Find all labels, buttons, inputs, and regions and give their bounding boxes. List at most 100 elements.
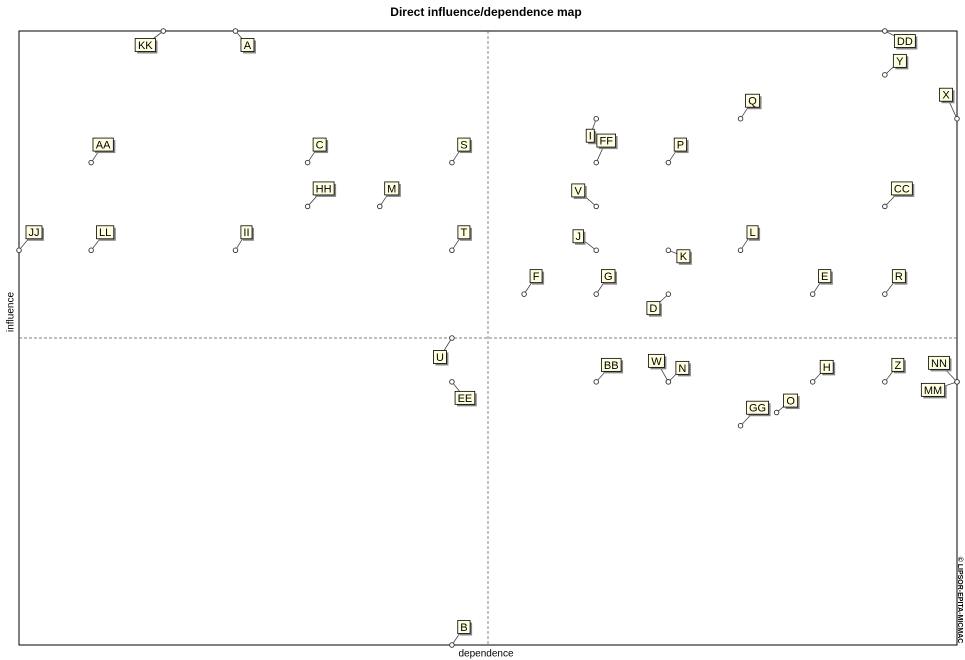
point-label: AA (96, 139, 111, 151)
point (160, 28, 167, 34)
label-box (819, 359, 834, 374)
point-label: J (575, 231, 581, 243)
x-axis-label: dependence (458, 649, 513, 660)
label-box (745, 93, 760, 108)
label-box (601, 269, 616, 284)
point-label: HH (316, 183, 332, 195)
point (88, 247, 94, 254)
point (882, 291, 888, 297)
point (232, 247, 239, 254)
label-box (585, 128, 595, 143)
label-box (25, 225, 43, 240)
point-label: D (649, 303, 657, 315)
label-box (746, 400, 770, 415)
label-box (675, 360, 690, 375)
label-box (647, 353, 665, 368)
label-box (596, 133, 616, 148)
label-box (92, 137, 114, 152)
label-box (312, 137, 327, 152)
point-label: W (651, 356, 662, 368)
point (593, 379, 599, 385)
point-label: F (533, 271, 540, 283)
point (449, 247, 455, 254)
point (593, 247, 599, 254)
point-label: CC (894, 183, 910, 195)
point-label: EE (458, 393, 473, 405)
label-box (457, 137, 471, 152)
label-box (676, 249, 691, 264)
point (665, 291, 672, 297)
point-label: NN (931, 358, 947, 370)
label-box (746, 225, 759, 240)
point-label: X (942, 90, 950, 102)
label-box (571, 183, 586, 198)
label-box (646, 301, 661, 316)
point-label: Z (894, 360, 901, 372)
point (521, 291, 527, 297)
point-label: B (460, 622, 467, 634)
point-label: A (244, 40, 252, 52)
point-label: V (575, 185, 583, 197)
label-box (893, 34, 916, 48)
point-label: U (436, 352, 444, 364)
point (809, 291, 816, 297)
point (449, 159, 455, 166)
point-label: LL (99, 227, 111, 239)
point (449, 379, 455, 385)
chart-title: Direct influence/dependence map (390, 5, 581, 19)
point (954, 379, 960, 385)
point (665, 159, 672, 166)
label-box (892, 53, 907, 68)
point-label: BB (604, 360, 619, 372)
label-box (928, 355, 950, 370)
label-box (600, 357, 622, 372)
label-box (673, 137, 687, 152)
label-box (529, 269, 543, 284)
point-label: Q (748, 96, 757, 108)
point-label: KK (138, 40, 153, 52)
point-label: T (461, 227, 468, 239)
label-box (457, 620, 471, 634)
label-box (890, 181, 913, 196)
point (593, 203, 599, 210)
point (593, 115, 599, 122)
point-label: C (316, 139, 324, 151)
label-box (96, 225, 115, 240)
point (954, 115, 960, 122)
label-box (454, 390, 476, 405)
label-box (240, 225, 253, 240)
point (449, 335, 455, 341)
point (665, 379, 672, 385)
point (232, 28, 239, 34)
point (882, 72, 888, 78)
label-box (457, 225, 471, 240)
point (593, 159, 599, 166)
point (377, 203, 383, 210)
point-label: K (680, 251, 688, 263)
point-label: P (677, 139, 684, 151)
label-box (384, 181, 400, 196)
label-box (783, 393, 799, 408)
point (882, 203, 888, 210)
label-box (572, 229, 584, 244)
point-label: Y (896, 56, 904, 68)
credit: © LIPSOR-EPITA-MICMAC (956, 557, 964, 644)
label-box (433, 350, 447, 364)
point-label: L (749, 227, 755, 239)
point (773, 409, 780, 416)
point (304, 159, 311, 166)
point-label: N (678, 363, 686, 375)
point (737, 115, 744, 122)
label-box (920, 382, 946, 397)
point-label: DD (897, 36, 913, 48)
label-box (818, 269, 832, 284)
point (882, 379, 888, 385)
point-label: FF (600, 135, 614, 147)
point (16, 247, 22, 254)
point (593, 291, 599, 297)
point (304, 203, 311, 210)
label-box (891, 357, 905, 372)
label-box (939, 87, 953, 102)
point-label: O (786, 395, 795, 407)
